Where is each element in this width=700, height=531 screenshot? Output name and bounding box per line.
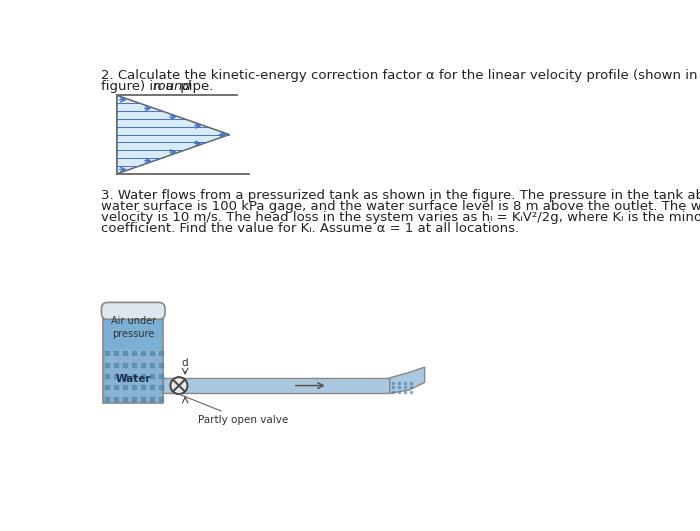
Text: water surface is 100 kPa gage, and the water surface level is 8 m above the outl: water surface is 100 kPa gage, and the w… xyxy=(102,200,700,213)
Text: figure) in a: figure) in a xyxy=(102,80,178,93)
Bar xyxy=(163,378,390,393)
Circle shape xyxy=(170,377,188,394)
Text: velocity is 10 m/s. The head loss in the system varies as hₗ = KₗV²/2g, where Kₗ: velocity is 10 m/s. The head loss in the… xyxy=(102,211,700,224)
Text: Air under
pressure: Air under pressure xyxy=(111,316,156,339)
Text: Water: Water xyxy=(116,374,151,383)
Text: 2. Calculate the kinetic-energy correction factor α for the linear velocity prof: 2. Calculate the kinetic-energy correcti… xyxy=(102,69,700,82)
Bar xyxy=(104,350,162,402)
Bar xyxy=(103,315,163,403)
FancyBboxPatch shape xyxy=(102,303,165,319)
Text: d: d xyxy=(182,358,188,368)
Polygon shape xyxy=(390,367,425,393)
Polygon shape xyxy=(117,95,230,174)
Text: pipe.: pipe. xyxy=(176,80,214,93)
Text: round: round xyxy=(153,80,191,93)
Text: coefficient. Find the value for Kₗ. Assume α = 1 at all locations.: coefficient. Find the value for Kₗ. Assu… xyxy=(102,221,519,235)
Text: Partly open valve: Partly open valve xyxy=(179,395,288,425)
Text: 3. Water flows from a pressurized tank as shown in the figure. The pressure in t: 3. Water flows from a pressurized tank a… xyxy=(102,189,700,202)
